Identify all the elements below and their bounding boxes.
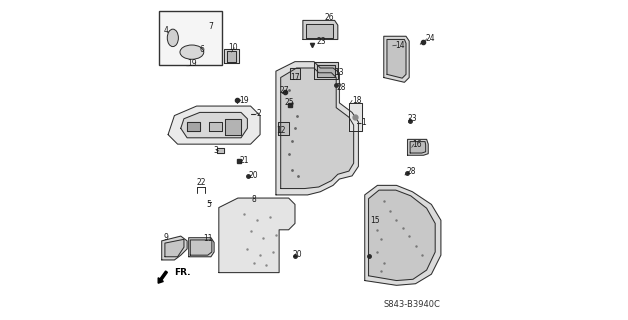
Polygon shape (303, 20, 338, 39)
Polygon shape (290, 68, 300, 79)
Polygon shape (278, 122, 289, 135)
Polygon shape (224, 49, 239, 63)
Text: 8: 8 (251, 195, 256, 204)
Text: 3: 3 (214, 146, 219, 155)
Polygon shape (349, 103, 362, 132)
Polygon shape (219, 198, 295, 273)
Polygon shape (306, 24, 333, 38)
Ellipse shape (167, 29, 178, 47)
Text: FR.: FR. (175, 268, 191, 277)
Text: 25: 25 (285, 99, 295, 108)
Polygon shape (217, 148, 224, 153)
Polygon shape (209, 122, 222, 132)
Text: 18: 18 (352, 96, 362, 105)
Text: 19: 19 (239, 97, 249, 106)
Text: 13: 13 (335, 68, 344, 77)
Text: 9: 9 (163, 233, 168, 242)
Polygon shape (281, 68, 354, 188)
Polygon shape (187, 122, 200, 132)
Text: 23: 23 (408, 114, 417, 123)
Text: 22: 22 (197, 178, 206, 187)
Text: 7: 7 (208, 22, 214, 31)
Polygon shape (187, 30, 205, 44)
Text: 1: 1 (361, 118, 365, 127)
Polygon shape (225, 119, 241, 135)
Bar (158, 11, 222, 65)
Polygon shape (317, 65, 335, 77)
Polygon shape (181, 112, 247, 138)
Polygon shape (165, 239, 184, 257)
FancyArrow shape (158, 271, 168, 283)
Text: 6: 6 (199, 45, 204, 54)
Text: S843-B3940C: S843-B3940C (384, 300, 441, 309)
Text: 14: 14 (395, 41, 404, 50)
Text: 15: 15 (371, 216, 380, 225)
Polygon shape (168, 106, 260, 144)
Text: 16: 16 (413, 140, 422, 148)
Text: 17: 17 (290, 73, 300, 82)
Polygon shape (276, 62, 359, 195)
Text: 27: 27 (279, 86, 289, 95)
Text: 20: 20 (248, 171, 257, 180)
Text: 12: 12 (276, 126, 286, 135)
Polygon shape (387, 39, 406, 78)
Text: 4: 4 (163, 26, 168, 36)
Polygon shape (190, 240, 212, 255)
Text: 28: 28 (337, 83, 346, 92)
Text: 19: 19 (187, 59, 197, 68)
Polygon shape (187, 60, 189, 65)
Text: 2: 2 (256, 108, 261, 117)
Text: 21: 21 (239, 156, 249, 165)
Polygon shape (410, 142, 426, 153)
Text: 24: 24 (425, 34, 435, 43)
Text: 20: 20 (293, 250, 302, 259)
Text: 23: 23 (317, 37, 326, 46)
Polygon shape (365, 185, 441, 285)
Polygon shape (227, 51, 236, 62)
Polygon shape (408, 140, 428, 155)
Text: 28: 28 (407, 167, 416, 176)
Polygon shape (369, 190, 435, 281)
Polygon shape (384, 36, 409, 82)
Ellipse shape (180, 45, 203, 59)
Text: 5: 5 (206, 200, 211, 209)
Text: 10: 10 (228, 43, 237, 52)
Text: 26: 26 (325, 13, 334, 22)
Text: 11: 11 (203, 234, 212, 243)
Polygon shape (314, 62, 338, 79)
Polygon shape (188, 238, 214, 257)
Polygon shape (162, 236, 187, 260)
